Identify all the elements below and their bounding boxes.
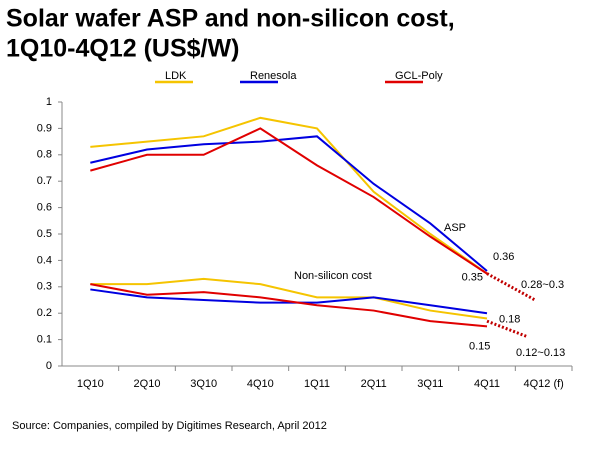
forecast-line xyxy=(486,272,536,302)
y-tick-label: 1 xyxy=(46,96,52,108)
series-line xyxy=(90,135,488,272)
data-label: 0.15 xyxy=(469,340,490,352)
legend-label: GCL-Poly xyxy=(395,70,443,82)
x-tick-label: 3Q10 xyxy=(190,378,217,390)
y-tick-label: 0.2 xyxy=(37,307,52,319)
y-tick-label: 0.1 xyxy=(37,334,52,346)
x-tick-label: 1Q10 xyxy=(77,378,104,390)
x-tick-label: 2Q11 xyxy=(361,378,387,390)
x-tick-label: 4Q11 xyxy=(474,378,500,390)
y-tick-label: 0.6 xyxy=(37,202,52,214)
legend-label: Renesola xyxy=(250,70,297,82)
chart-title: 1Q10-4Q12 (US$/W) xyxy=(6,35,239,63)
chart-title: Solar wafer ASP and non-silicon cost, xyxy=(6,5,455,33)
series-line xyxy=(90,288,488,315)
y-tick-label: 0 xyxy=(46,360,52,372)
x-tick-label: 4Q12 (f) xyxy=(523,378,563,390)
y-tick-label: 0.9 xyxy=(37,122,52,134)
source: Source: Companies, compiled by Digitimes… xyxy=(12,420,327,432)
x-tick-label: 2Q10 xyxy=(134,378,161,390)
series-line xyxy=(90,116,488,275)
data-label: 0.18 xyxy=(499,313,520,325)
y-tick-label: 0.4 xyxy=(37,254,52,266)
forecast-label: 0.12~0.13 xyxy=(516,347,565,359)
annotation: Non-silicon cost xyxy=(294,270,372,282)
forecast-line xyxy=(486,319,529,339)
data-label: 0.36 xyxy=(493,251,514,263)
y-tick-label: 0.3 xyxy=(37,281,52,293)
y-tick-label: 0.7 xyxy=(37,175,52,187)
data-label: 0.35 xyxy=(462,272,483,284)
forecast-label: 0.28~0.3 xyxy=(521,279,564,291)
legend-label: LDK xyxy=(165,70,187,82)
series-line xyxy=(90,283,488,328)
x-tick-label: 3Q11 xyxy=(417,378,443,390)
y-tick-label: 0.8 xyxy=(37,149,52,161)
series-line xyxy=(90,277,488,320)
x-tick-label: 1Q11 xyxy=(304,378,330,390)
series-line xyxy=(90,127,488,275)
annotation: ASP xyxy=(444,222,466,234)
y-tick-label: 0.5 xyxy=(37,228,52,240)
x-tick-label: 4Q10 xyxy=(247,378,274,390)
